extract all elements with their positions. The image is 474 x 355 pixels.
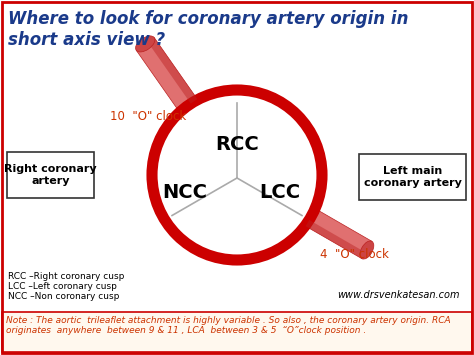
Ellipse shape [136, 36, 155, 52]
Text: LCC –Left coronary cusp: LCC –Left coronary cusp [8, 282, 117, 291]
Polygon shape [136, 38, 197, 112]
Text: Note : The aortic  trileaflet attachment is highly variable . So also , the coro: Note : The aortic trileaflet attachment … [6, 316, 451, 335]
Polygon shape [306, 209, 372, 259]
Text: 4  "O" clock: 4 "O" clock [320, 248, 389, 261]
FancyBboxPatch shape [359, 154, 466, 200]
FancyBboxPatch shape [7, 152, 94, 198]
Polygon shape [148, 38, 197, 104]
Text: RCC: RCC [215, 136, 259, 154]
Text: www.drsvenkatesan.com: www.drsvenkatesan.com [337, 290, 460, 300]
FancyBboxPatch shape [2, 312, 472, 352]
Circle shape [152, 90, 322, 260]
Text: NCC: NCC [163, 184, 208, 202]
Polygon shape [306, 220, 365, 259]
Text: Left main
coronary artery: Left main coronary artery [364, 166, 461, 188]
Text: Right coronary
artery: Right coronary artery [4, 164, 97, 186]
Text: LCC: LCC [259, 184, 301, 202]
Text: Where to look for coronary artery origin in
short axis view ?: Where to look for coronary artery origin… [8, 10, 409, 49]
Text: 10  "O" clock: 10 "O" clock [110, 110, 186, 123]
Ellipse shape [360, 241, 374, 259]
Text: NCC –Non coronary cusp: NCC –Non coronary cusp [8, 292, 119, 301]
Text: RCC –Right coronary cusp: RCC –Right coronary cusp [8, 272, 124, 281]
